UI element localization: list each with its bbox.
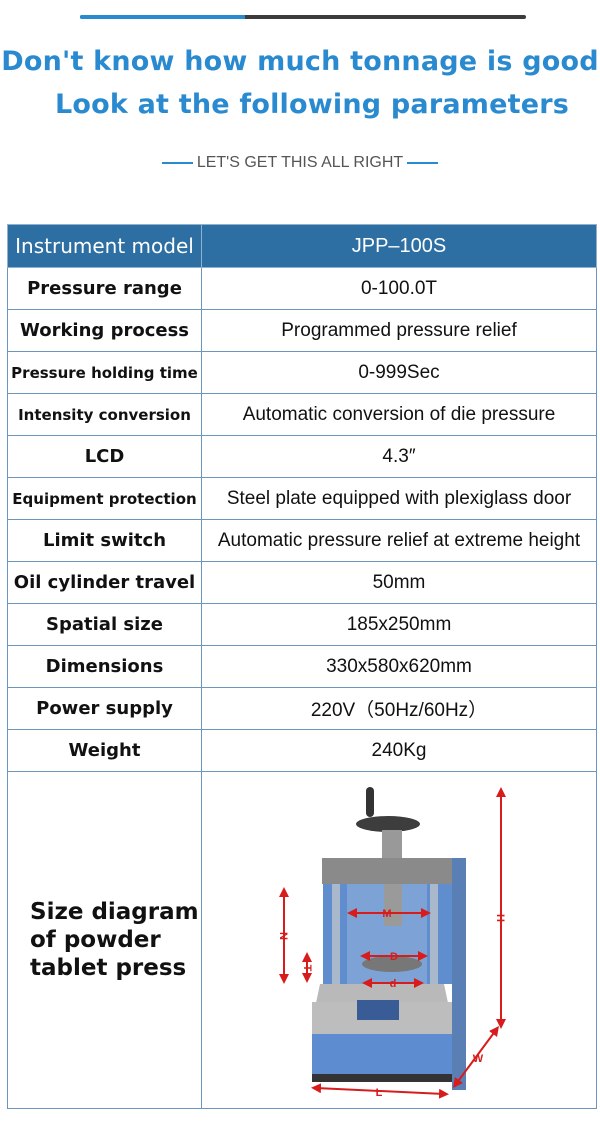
- dim-label-l: L: [376, 1087, 383, 1099]
- dim-label-d-upper: D: [390, 951, 398, 963]
- row-value: Automatic conversion of die pressure: [201, 393, 597, 436]
- table-row: Limit switch Automatic pressure relief at…: [7, 519, 597, 562]
- row-value: 50mm: [201, 561, 597, 604]
- diagram-cell: M D d N T H W L: [201, 771, 597, 1109]
- table-row: Spatial size 185x250mm: [7, 603, 597, 646]
- tablet-press-diagram: M D d N T H W L: [277, 787, 506, 1099]
- header-label: Instrument model: [7, 224, 202, 268]
- spec-table: Instrument model JPP–100S Pressure range…: [7, 224, 597, 1109]
- table-row: Weight 240Kg: [7, 729, 597, 772]
- row-value: Programmed pressure relief: [201, 309, 597, 352]
- handle-icon: [366, 787, 374, 817]
- row-label: Spatial size: [7, 603, 202, 646]
- divider-right: [407, 162, 439, 164]
- row-value: Automatic pressure relief at extreme hei…: [201, 519, 597, 562]
- progress-bar: [80, 15, 526, 19]
- dim-label-t: T: [301, 965, 313, 972]
- row-label: Limit switch: [7, 519, 202, 562]
- dim-label-n: N: [277, 932, 289, 940]
- subheading-text: LET'S GET THIS ALL RIGHT: [196, 154, 404, 171]
- row-value: Steel plate equipped with plexiglass doo…: [201, 477, 597, 520]
- table-row: Power supply 220V（50Hz/60Hz）: [7, 687, 597, 730]
- table-row: LCD 4.3″: [7, 435, 597, 478]
- subheading: LET'S GET THIS ALL RIGHT: [0, 154, 600, 172]
- row-label: Oil cylinder travel: [7, 561, 202, 604]
- dim-label-d-lower: d: [390, 978, 397, 990]
- row-label: LCD: [7, 435, 202, 478]
- header-value: JPP–100S: [201, 224, 597, 268]
- table-row: Dimensions 330x580x620mm: [7, 645, 597, 688]
- row-label: Power supply: [7, 687, 202, 730]
- row-label: Intensity conversion: [7, 393, 202, 436]
- lcd-screen: [357, 1000, 399, 1020]
- row-label: Pressure holding time: [7, 351, 202, 394]
- row-value: 220V（50Hz/60Hz）: [201, 687, 597, 730]
- row-label: Equipment protection: [7, 477, 202, 520]
- table-row: Working process Programmed pressure relie…: [7, 309, 597, 352]
- dim-label-w: W: [473, 1053, 484, 1065]
- row-value: 0-100.0T: [201, 267, 597, 310]
- diagram-label: Size diagram of powder tablet press: [7, 771, 202, 1109]
- row-value: 185x250mm: [201, 603, 597, 646]
- diagram-row: Size diagram of powder tablet press: [7, 771, 597, 1109]
- table-row: Pressure range 0-100.0T: [7, 267, 597, 310]
- table-row: Pressure holding time 0-999Sec: [7, 351, 597, 394]
- table-header-row: Instrument model JPP–100S: [7, 224, 597, 268]
- row-value: 330x580x620mm: [201, 645, 597, 688]
- row-value: 4.3″: [201, 435, 597, 478]
- row-value: 240Kg: [201, 729, 597, 772]
- dim-label-m: M: [382, 908, 391, 920]
- table-row: Oil cylinder travel 50mm: [7, 561, 597, 604]
- row-label: Dimensions: [7, 645, 202, 688]
- screw: [382, 830, 402, 860]
- row-value: 0-999Sec: [201, 351, 597, 394]
- row-label: Working process: [7, 309, 202, 352]
- table-row: Equipment protection Steel plate equipped…: [7, 477, 597, 520]
- heading-line-1: Don't know how much tonnage is good: [1, 46, 599, 77]
- divider-left: [161, 162, 193, 164]
- handwheel: [356, 816, 420, 832]
- row-label: Weight: [7, 729, 202, 772]
- table-row: Intensity conversion Automatic conversion…: [7, 393, 597, 436]
- row-label: Pressure range: [7, 267, 202, 310]
- heading-line-2: Look at the following parameters: [54, 89, 570, 120]
- dim-label-h: H: [494, 914, 506, 922]
- progress-fill: [80, 15, 246, 19]
